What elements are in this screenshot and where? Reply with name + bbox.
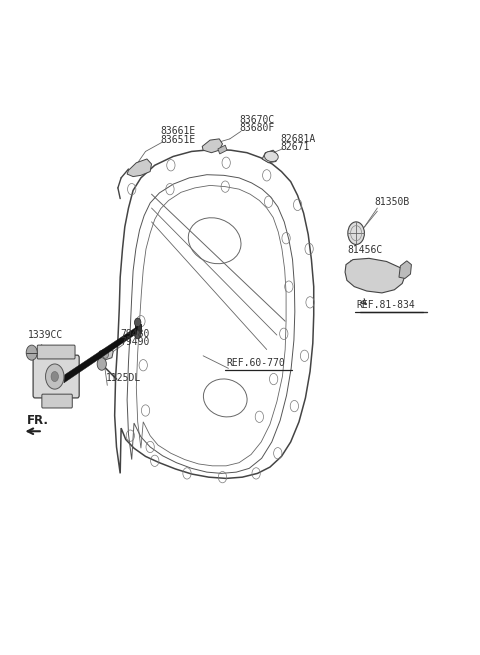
Polygon shape bbox=[98, 348, 113, 360]
Text: 82671: 82671 bbox=[280, 142, 310, 152]
Polygon shape bbox=[218, 145, 227, 154]
Circle shape bbox=[97, 358, 107, 370]
Text: 81350B: 81350B bbox=[374, 196, 410, 207]
Circle shape bbox=[134, 318, 141, 327]
Text: 82681A: 82681A bbox=[280, 134, 316, 144]
Polygon shape bbox=[399, 261, 411, 278]
Text: REF.60-770: REF.60-770 bbox=[226, 358, 285, 367]
Circle shape bbox=[102, 350, 108, 358]
Text: FR.: FR. bbox=[27, 414, 49, 427]
FancyBboxPatch shape bbox=[42, 394, 72, 408]
Polygon shape bbox=[262, 150, 278, 162]
Circle shape bbox=[26, 345, 37, 360]
FancyBboxPatch shape bbox=[33, 355, 79, 398]
Text: 1125DL: 1125DL bbox=[106, 373, 141, 383]
Text: 83651E: 83651E bbox=[161, 134, 196, 145]
Text: 83670C: 83670C bbox=[239, 115, 275, 125]
Polygon shape bbox=[202, 139, 223, 153]
FancyBboxPatch shape bbox=[37, 345, 75, 359]
Circle shape bbox=[134, 330, 141, 339]
Circle shape bbox=[348, 222, 364, 244]
Text: REF.81-834: REF.81-834 bbox=[356, 300, 415, 310]
Circle shape bbox=[51, 371, 59, 382]
Polygon shape bbox=[64, 326, 138, 383]
Text: 79480: 79480 bbox=[120, 329, 150, 339]
Text: 83661E: 83661E bbox=[161, 126, 196, 136]
Circle shape bbox=[46, 364, 64, 389]
Text: 79490: 79490 bbox=[120, 337, 150, 347]
Text: 1339CC: 1339CC bbox=[28, 330, 63, 340]
Polygon shape bbox=[135, 324, 141, 333]
Polygon shape bbox=[345, 258, 405, 293]
Polygon shape bbox=[127, 159, 152, 177]
Text: 81456C: 81456C bbox=[348, 245, 383, 255]
Text: 83680F: 83680F bbox=[239, 123, 275, 133]
Ellipse shape bbox=[264, 151, 278, 162]
